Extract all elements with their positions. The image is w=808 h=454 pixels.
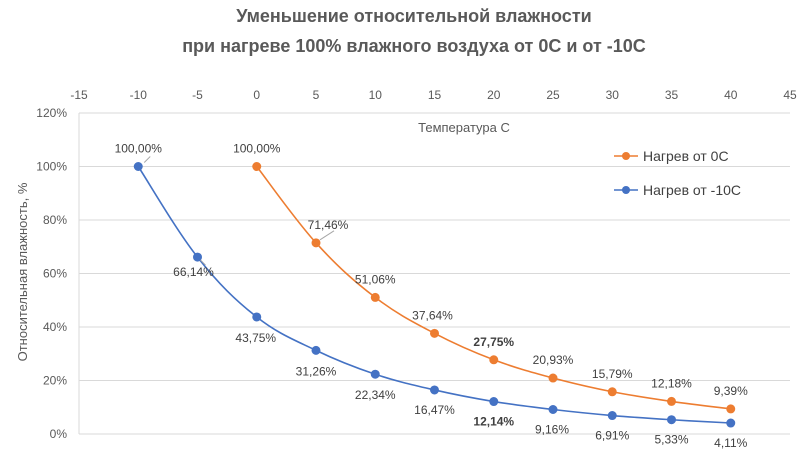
x-tick-label: 25 xyxy=(546,88,560,102)
x-tick-label: 15 xyxy=(428,88,442,102)
data-point xyxy=(252,162,262,171)
data-label: 5,33% xyxy=(654,433,688,447)
x-tick-label: 0 xyxy=(253,88,260,102)
y-tick-label: 40% xyxy=(43,320,67,334)
x-axis-title: Температура С xyxy=(418,120,510,135)
data-label: 31,26% xyxy=(296,364,337,378)
chart-title: Уменьшение относительной влажности при н… xyxy=(182,6,646,56)
data-point xyxy=(311,238,321,248)
series-line xyxy=(256,166,731,410)
data-label: 12,14% xyxy=(473,415,514,429)
series xyxy=(133,162,736,428)
chart-title-line-2: при нагреве 100% влажного воздуха от 0С … xyxy=(182,36,646,56)
y-tick-label: 120% xyxy=(36,106,67,120)
data-label: 100,00% xyxy=(233,142,281,156)
label-leader xyxy=(319,230,335,241)
legend-marker xyxy=(622,186,630,194)
data-point xyxy=(667,396,676,406)
data-label: 100,00% xyxy=(115,142,163,156)
data-labels: 100,00% 71,46% 51,06% 37,64% 27,75% 20,93% 15,… xyxy=(115,142,749,451)
axes: 0% 20% 40% 60% 80% 100% 120%-15 -10 -5 0 5 10 15 20 25… xyxy=(36,88,797,441)
y-tick-label: 80% xyxy=(43,213,67,227)
chart-title-line-1: Уменьшение относительной влажности xyxy=(236,6,591,26)
data-point xyxy=(726,418,736,428)
data-point xyxy=(370,369,380,379)
label-leader xyxy=(200,259,206,266)
data-label: 71,46% xyxy=(308,218,349,232)
data-point xyxy=(607,411,617,421)
data-point xyxy=(489,355,499,365)
data-point xyxy=(370,292,380,302)
x-tick-label: 40 xyxy=(724,88,738,102)
y-tick-label: 60% xyxy=(43,267,67,281)
x-tick-label: 45 xyxy=(783,88,797,102)
data-label: 9,39% xyxy=(714,384,748,398)
data-label: 37,64% xyxy=(412,308,453,322)
data-point xyxy=(252,312,262,322)
x-tick-label: 35 xyxy=(665,88,679,102)
data-label: 15,79% xyxy=(592,367,633,381)
x-tick-label: -15 xyxy=(70,88,88,102)
x-tick-label: 20 xyxy=(487,88,501,102)
series-line xyxy=(137,166,731,424)
data-point xyxy=(548,373,558,383)
data-point xyxy=(430,328,439,338)
data-point xyxy=(667,415,676,425)
data-label: 20,93% xyxy=(533,353,574,367)
gridlines xyxy=(79,112,790,381)
data-point xyxy=(548,404,558,414)
data-point xyxy=(489,397,499,407)
data-point xyxy=(430,385,439,395)
data-point xyxy=(133,162,143,171)
legend-label: Нагрев от -10С xyxy=(643,182,741,198)
label-leader xyxy=(143,156,151,163)
data-label: 4,11% xyxy=(714,436,747,450)
legend-label: Нагрев от 0С xyxy=(643,148,729,164)
y-tick-label: 0% xyxy=(50,427,68,441)
data-label: 51,06% xyxy=(355,272,396,286)
y-tick-label: 100% xyxy=(36,160,67,174)
data-label: 6,91% xyxy=(595,429,629,443)
data-point xyxy=(726,404,736,414)
x-tick-label: 10 xyxy=(369,88,383,102)
data-label: 12,18% xyxy=(651,376,692,390)
y-axis-title: Относительная влажность, % xyxy=(15,182,30,361)
data-label: 16,47% xyxy=(414,403,455,417)
data-label: 22,34% xyxy=(355,388,396,402)
y-tick-label: 20% xyxy=(43,374,67,388)
data-label: 9,16% xyxy=(535,422,569,436)
x-tick-label: -10 xyxy=(130,88,148,102)
data-label: 43,75% xyxy=(235,331,276,345)
data-point xyxy=(193,252,202,262)
x-tick-label: 30 xyxy=(606,88,620,102)
data-point xyxy=(311,345,321,355)
data-point xyxy=(607,387,617,397)
data-label: 66,14% xyxy=(173,265,214,279)
x-tick-label: 5 xyxy=(313,88,320,102)
legend-marker xyxy=(622,152,630,160)
x-tick-label: -5 xyxy=(192,88,203,102)
legend: Нагрев от 0С Нагрев от -10С xyxy=(614,148,741,198)
data-label: 27,75% xyxy=(473,335,514,349)
